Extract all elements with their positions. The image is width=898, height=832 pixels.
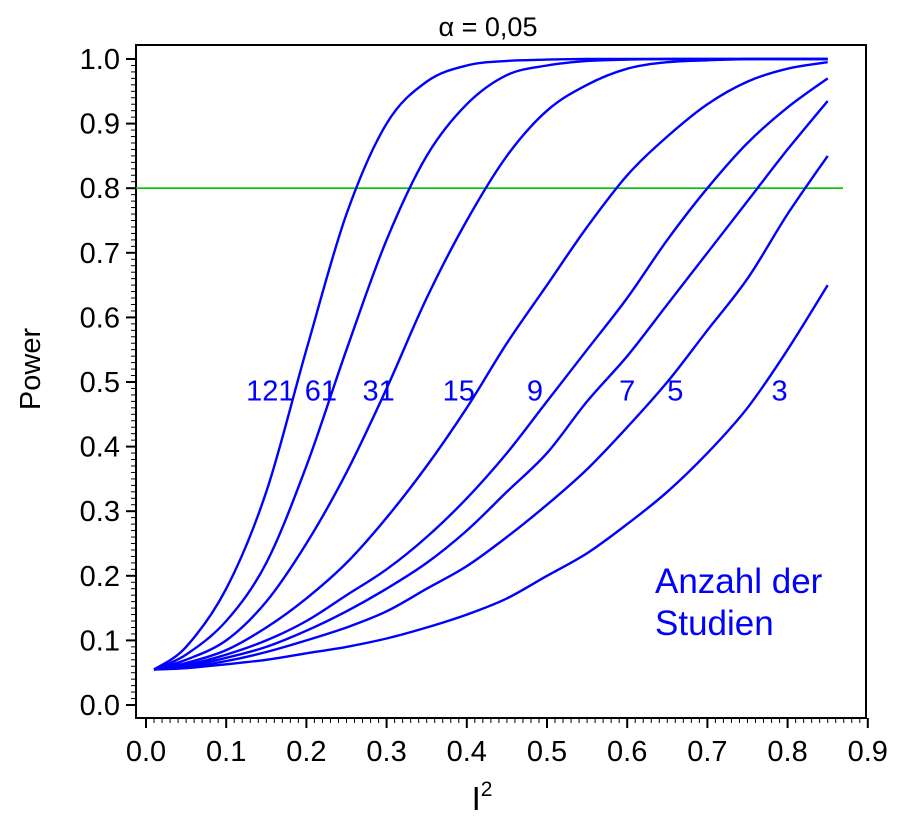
chart-title: α = 0,05 bbox=[439, 12, 538, 42]
series-label-9: 9 bbox=[527, 375, 543, 407]
y-tick-label: 0.0 bbox=[80, 690, 120, 722]
series-line-9 bbox=[153, 77, 829, 671]
series-line-7 bbox=[153, 100, 829, 671]
series-label-121: 121 bbox=[246, 375, 294, 407]
y-tick-label: 0.4 bbox=[80, 432, 120, 464]
x-tick-label: 0.4 bbox=[447, 736, 487, 768]
series-label-3: 3 bbox=[772, 375, 788, 407]
series-label-31: 31 bbox=[362, 375, 394, 407]
y-tick-label: 0.2 bbox=[80, 561, 120, 593]
series-label-15: 15 bbox=[443, 375, 475, 407]
y-tick-label: 0.6 bbox=[80, 302, 120, 334]
y-tick-label: 0.1 bbox=[80, 625, 120, 657]
y-tick-label: 0.5 bbox=[80, 367, 120, 399]
legend-title-line: Anzahl der bbox=[655, 562, 823, 601]
x-tick-label: 0.8 bbox=[767, 736, 807, 768]
y-tick-label: 0.3 bbox=[80, 496, 120, 528]
series-label-61: 61 bbox=[305, 375, 337, 407]
x-axis-label-superscript: 2 bbox=[481, 778, 493, 801]
series-line-31 bbox=[153, 57, 828, 671]
x-axis-label-base: I bbox=[472, 780, 481, 817]
y-tick-label: 0.7 bbox=[80, 238, 120, 270]
series-line-61 bbox=[153, 57, 828, 671]
series-line-15 bbox=[153, 61, 828, 671]
x-tick-label: 0.1 bbox=[206, 736, 246, 768]
y-axis-label: Power bbox=[15, 328, 47, 411]
x-tick-label: 0.5 bbox=[527, 736, 567, 768]
x-tick-label: 0.0 bbox=[126, 736, 166, 768]
y-tick-label: 0.9 bbox=[80, 109, 120, 141]
x-tick-label: 0.9 bbox=[848, 736, 888, 768]
x-tick-label: 0.2 bbox=[286, 736, 326, 768]
series-line-5 bbox=[153, 155, 829, 671]
y-tick-label: 1.0 bbox=[80, 44, 120, 76]
y-tick-label: 0.8 bbox=[80, 173, 120, 205]
series-label-5: 5 bbox=[667, 375, 683, 407]
legend-title-line: Studien bbox=[655, 604, 774, 643]
series-line-3 bbox=[153, 284, 829, 671]
x-tick-label: 0.6 bbox=[607, 736, 647, 768]
x-tick-label: 0.3 bbox=[366, 736, 406, 768]
x-tick-label: 0.7 bbox=[687, 736, 727, 768]
x-axis-label: I2 bbox=[472, 778, 493, 817]
series-label-7: 7 bbox=[619, 375, 635, 407]
plot-area: 0.0 0.1 0.2 0.3 0.4 0.5 0.6 0.7 0.8 0.9 0.0 0.1 0.2 0… bbox=[80, 44, 888, 768]
